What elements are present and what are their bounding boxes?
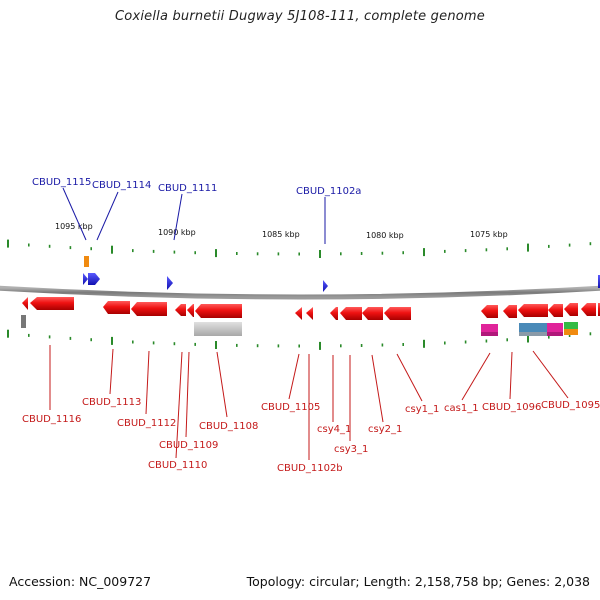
gray-feature[interactable]: [21, 315, 26, 328]
label-cbud-1115[interactable]: CBUD_1115: [32, 177, 91, 188]
label-cbud-1096[interactable]: CBUD_1096: [482, 402, 541, 413]
scale-label-1095: 1095 kbp: [55, 222, 93, 231]
gene-cbud-1111[interactable]: [167, 276, 173, 290]
gene-cbud-1112[interactable]: [103, 301, 130, 314]
gene-cbud-1109[interactable]: [131, 302, 167, 316]
label-csy2-1[interactable]: csy2_1: [368, 424, 402, 435]
top-leader-lines: [62, 187, 326, 244]
green-feature[interactable]: [564, 322, 578, 329]
scale-label-1075: 1075 kbp: [470, 230, 508, 239]
label-cbud-1109[interactable]: CBUD_1109: [159, 440, 218, 451]
teal-feature[interactable]: [519, 323, 547, 332]
gene-cbud-1096[interactable]: [503, 305, 517, 318]
scale-label-1090: 1090 kbp: [158, 228, 196, 237]
gene-cbud-1110[interactable]: [175, 304, 186, 316]
gene-csy3-1[interactable]: [340, 307, 362, 320]
map-title: Coxiella burnetii Dugway 5J108-111, comp…: [115, 9, 485, 24]
gene-cbud-1105[interactable]: [295, 307, 302, 320]
scale-label-1085: 1085 kbp: [262, 230, 300, 239]
scale-label-1080: 1080 kbp: [366, 231, 404, 240]
label-cbud-1095[interactable]: CBUD_1095: [541, 400, 600, 411]
label-csy4-1[interactable]: csy4_1: [317, 424, 351, 435]
gene-cbud-1114[interactable]: [88, 273, 100, 285]
gene-cbud-1095a[interactable]: [518, 304, 548, 317]
label-cbud-1111[interactable]: CBUD_1111: [158, 183, 217, 194]
gene-cbud-1115[interactable]: [83, 273, 88, 285]
label-cbud-1105[interactable]: CBUD_1105: [261, 402, 320, 413]
accession-text: Accession: NC_009727: [9, 574, 152, 589]
pink-feature-1-shade: [481, 332, 498, 336]
lower-tick-track: [7, 329, 592, 350]
reverse-gene-track: [22, 297, 600, 320]
gene-cbud-1095c[interactable]: [564, 303, 578, 316]
pseudogene-feature[interactable]: [84, 256, 89, 267]
label-cbud-1114[interactable]: CBUD_1114: [92, 180, 151, 191]
teal-feature-shade: [519, 332, 547, 336]
upper-tick-track: [7, 239, 592, 258]
gene-csy2-1[interactable]: [362, 307, 383, 320]
gene-cbud-1095b[interactable]: [548, 304, 563, 317]
topology-text: Topology: circular; Length: 2,158,758 bp…: [246, 574, 590, 589]
label-cbud-1113[interactable]: CBUD_1113: [82, 397, 141, 408]
gene-cbud-1108[interactable]: [195, 304, 242, 318]
label-cbud-1108[interactable]: CBUD_1108: [199, 421, 258, 432]
gene-cbud-1110b[interactable]: [187, 304, 194, 317]
cds-feature[interactable]: [194, 322, 242, 336]
gene-cbud-1102b[interactable]: [306, 307, 313, 320]
orange-feature[interactable]: [564, 329, 578, 335]
gene-csy4-1[interactable]: [330, 307, 338, 320]
gene-cas1-1[interactable]: [481, 305, 498, 318]
label-csy3-1[interactable]: csy3_1: [334, 444, 368, 455]
pink-feature-2-shade: [547, 332, 563, 336]
label-cbud-1102b[interactable]: CBUD_1102b: [277, 463, 343, 474]
gene-cbud-1116[interactable]: [22, 297, 28, 310]
pink-feature-2[interactable]: [547, 323, 563, 332]
gene-cbud-1102a[interactable]: [323, 280, 328, 292]
bottom-leader-lines: [49, 345, 569, 460]
label-csy1-1[interactable]: csy1_1: [405, 404, 439, 415]
gene-cbud-1095d[interactable]: [581, 303, 596, 316]
gene-cbud-1113[interactable]: [30, 297, 74, 310]
label-cbud-1116[interactable]: CBUD_1116: [22, 414, 81, 425]
label-cas1-1[interactable]: cas1_1: [444, 403, 479, 414]
label-cbud-1110[interactable]: CBUD_1110: [148, 460, 207, 471]
genome-backbone: [0, 285, 600, 300]
gene-csy1-1[interactable]: [384, 307, 411, 320]
label-cbud-1102a[interactable]: CBUD_1102a: [296, 186, 361, 197]
label-cbud-1112[interactable]: CBUD_1112: [117, 418, 176, 429]
pink-feature-1[interactable]: [481, 324, 498, 332]
